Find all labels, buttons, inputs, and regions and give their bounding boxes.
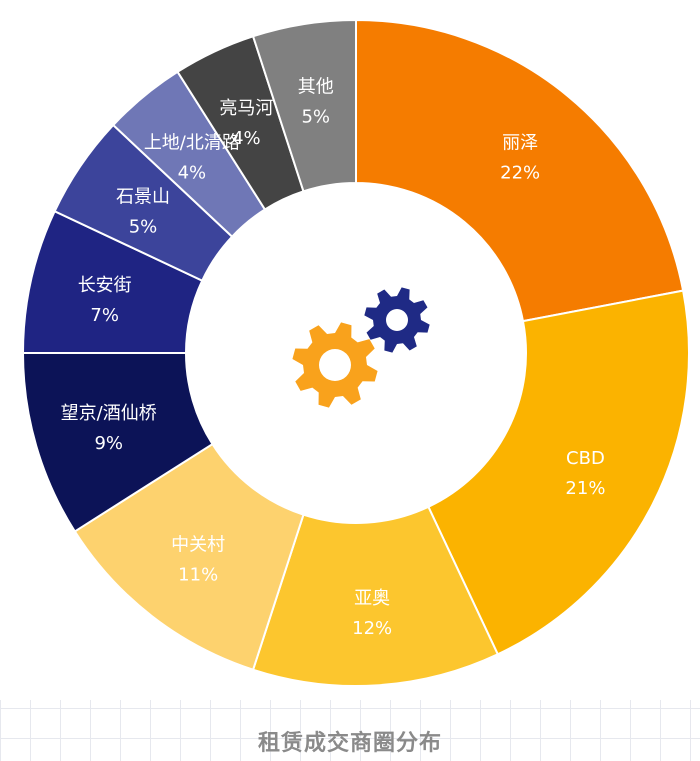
slice-2	[251, 505, 500, 687]
slice-label-4: 望京/酒仙桥	[61, 403, 157, 424]
slice-1	[427, 289, 690, 656]
slice-0	[355, 18, 685, 323]
chart-caption: 租赁成交商圈分布	[257, 731, 442, 756]
slice-label-6: 石景山	[116, 186, 170, 207]
gear-large-icon	[292, 322, 378, 408]
slice-label-2: 亚奥	[354, 588, 390, 609]
slices-group	[21, 18, 690, 687]
slice-label-7: 上地/北清路	[144, 133, 240, 154]
slice-value-0: 22%	[500, 163, 540, 184]
donut-chart: 丽泽 22% CBD 21% 亚奥 12% 中关村 11% 望京/酒仙桥 9% 长安街 7% 石景山 5%…	[21, 18, 690, 687]
slice-9	[251, 18, 357, 193]
slice-value-8: 4%	[232, 128, 261, 149]
slice-value-2: 12%	[352, 618, 392, 639]
grid-background	[0, 700, 700, 761]
labels-group: 丽泽 22% CBD 21% 亚奥 12% 中关村 11% 望京/酒仙桥 9% 长安街 7% 石景山 5%…	[61, 77, 606, 639]
slice-value-9: 5%	[301, 107, 330, 128]
slice-value-3: 11%	[178, 564, 218, 585]
slice-label-9: 其他	[298, 77, 334, 98]
slice-label-0: 丽泽	[502, 133, 538, 154]
slice-label-5: 长安街	[78, 275, 132, 296]
slice-value-1: 21%	[565, 478, 605, 499]
slice-label-1: CBD	[566, 448, 605, 469]
slice-value-5: 7%	[90, 305, 119, 326]
slice-value-6: 5%	[129, 216, 158, 237]
slice-value-7: 4%	[178, 163, 207, 184]
slice-value-4: 9%	[94, 433, 123, 454]
slice-label-3: 中关村	[171, 534, 225, 555]
center-icons-group	[292, 287, 430, 408]
slice-label-8: 亮马河	[219, 98, 273, 119]
slice-3	[73, 442, 305, 671]
gear-small-icon	[364, 287, 430, 353]
